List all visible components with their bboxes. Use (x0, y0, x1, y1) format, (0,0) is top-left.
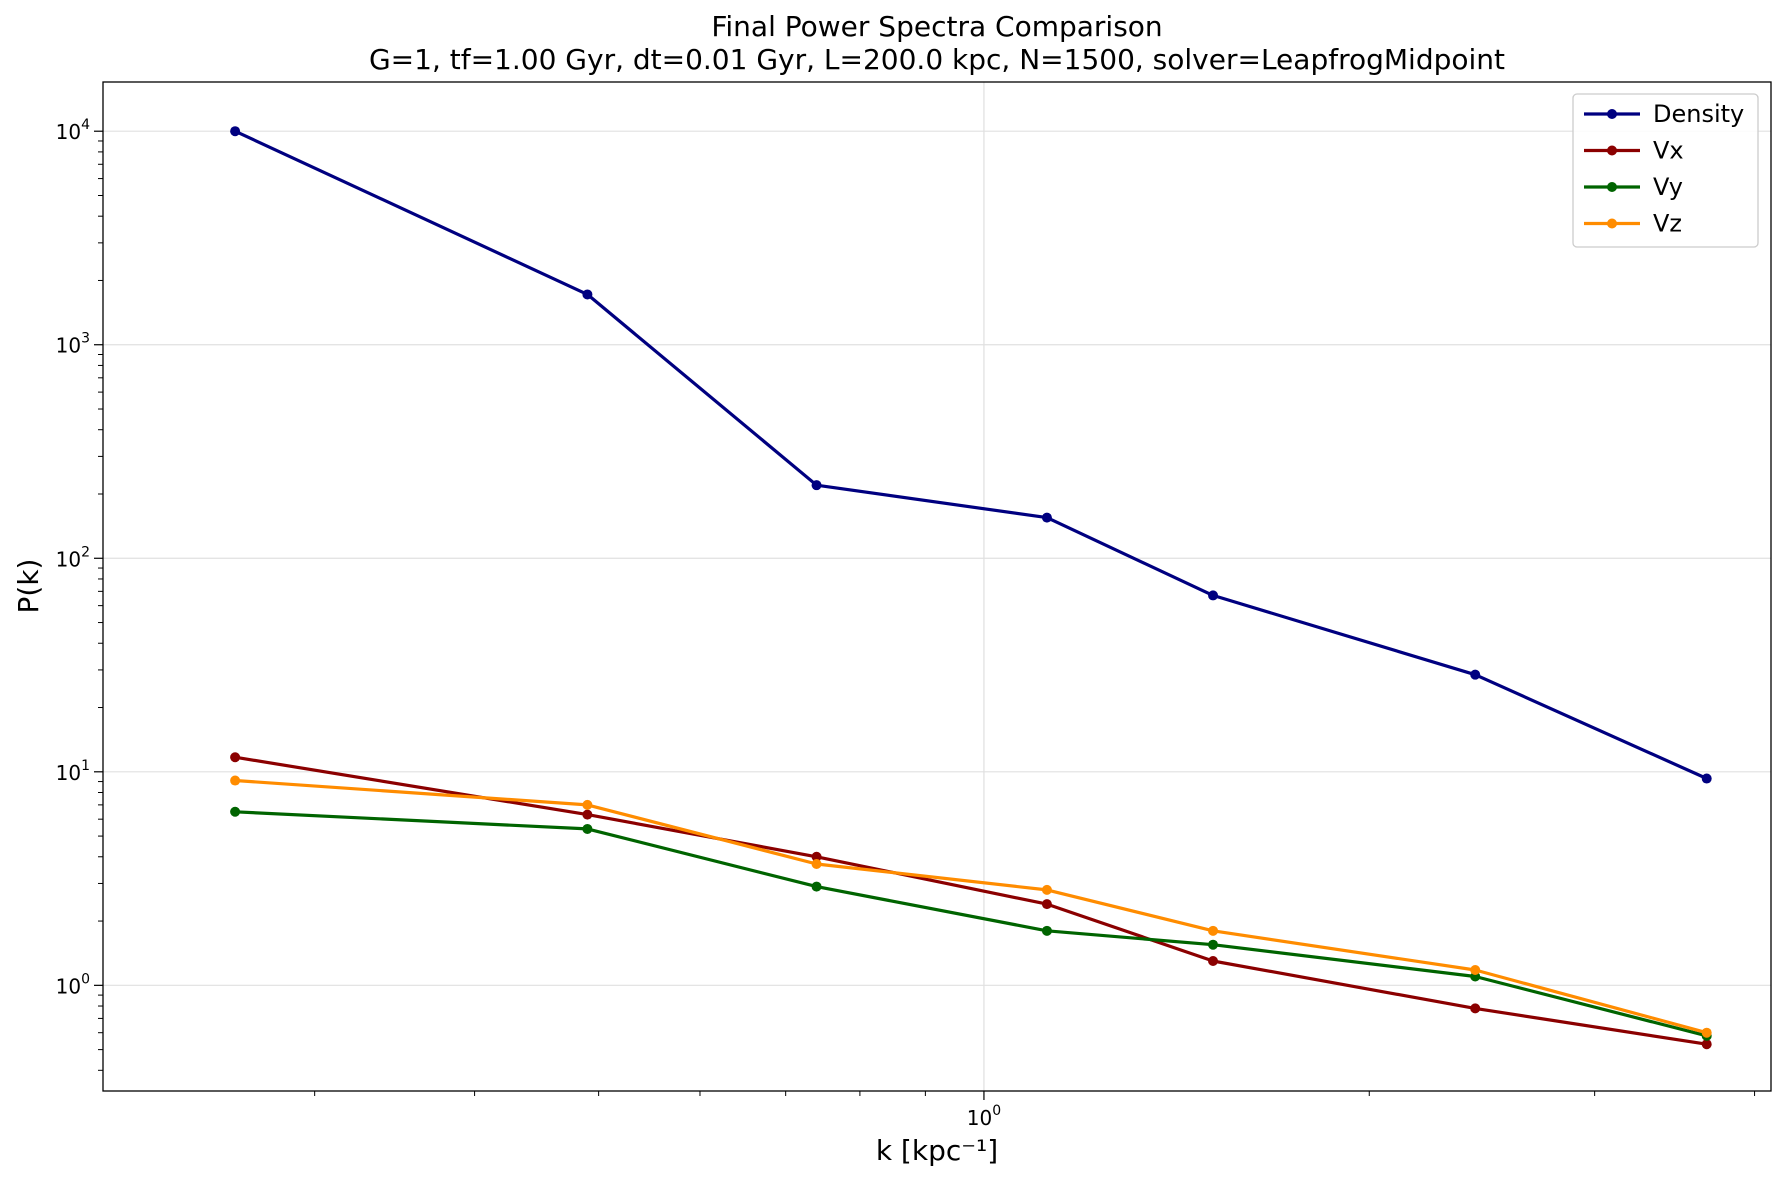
data-point-vx (811, 851, 822, 862)
data-point-density (1208, 590, 1219, 601)
data-point-density (1701, 773, 1712, 784)
data-point-vx (1470, 1003, 1481, 1014)
data-point-vx (230, 752, 241, 763)
y-tick-label: 104 (56, 117, 90, 144)
data-point-density (582, 289, 593, 300)
series-line-vz (234, 778, 1708, 1035)
data-point-vz (1208, 925, 1219, 936)
legend: Density Vx Vy Vz (1572, 93, 1759, 248)
data-point-density (1470, 669, 1481, 680)
data-point-vy (811, 881, 822, 892)
data-point-vz (582, 799, 593, 810)
series-vx (230, 752, 1712, 1050)
legend-marker-vz (1607, 218, 1617, 229)
data-point-vx (582, 809, 593, 820)
series-line-vx (234, 755, 1707, 1046)
axis-ticks: 100 101 102 103 104 100 (56, 117, 1756, 1130)
legend-frame (1572, 93, 1759, 248)
data-point-density (230, 126, 241, 137)
legend-marker-vx (1607, 145, 1617, 156)
chart-title: Final Power Spectra Comparison (711, 10, 1162, 43)
legend-label-vx: Vx (1653, 137, 1684, 165)
y-tick-label: 101 (56, 758, 90, 785)
data-point-vy (582, 823, 593, 834)
y-tick-label: 102 (56, 544, 90, 571)
x-tick-label: 100 (967, 1103, 1001, 1130)
data-point-vz (230, 775, 241, 786)
data-point-density (1041, 512, 1052, 523)
y-axis-label: P(k) (12, 559, 45, 614)
chart-subtitle: G=1, tf=1.00 Gyr, dt=0.01 Gyr, L=200.0 k… (369, 43, 1505, 76)
data-point-vx (1041, 899, 1052, 910)
legend-marker-vy (1607, 182, 1617, 192)
grid (103, 82, 1771, 1091)
x-axis-label: k [kpc⁻¹] (876, 1134, 998, 1167)
data-point-vz (1470, 964, 1481, 975)
y-tick-label: 100 (56, 971, 90, 998)
data-point-vz (811, 859, 822, 870)
series-vy (230, 806, 1712, 1041)
legend-label-density: Density (1653, 100, 1744, 128)
data-point-vx (1208, 956, 1219, 967)
series-lines (230, 126, 1712, 1050)
data-point-vy (1208, 939, 1219, 950)
data-point-vx (1701, 1039, 1712, 1050)
series-line-vy (235, 810, 1708, 1038)
series-vz (230, 775, 1712, 1038)
data-point-vy (230, 806, 241, 817)
data-point-vz (1041, 884, 1052, 895)
series-line-density (234, 129, 1708, 780)
plot-frame (102, 81, 1772, 1092)
series-density (230, 126, 1712, 784)
data-point-vy (1041, 925, 1052, 936)
legend-label-vz: Vz (1653, 210, 1682, 238)
legend-marker-density (1607, 109, 1617, 119)
legend-label-vy: Vy (1653, 173, 1683, 201)
y-tick-label: 103 (56, 331, 90, 358)
data-point-density (811, 480, 822, 491)
data-point-vz (1701, 1027, 1712, 1038)
